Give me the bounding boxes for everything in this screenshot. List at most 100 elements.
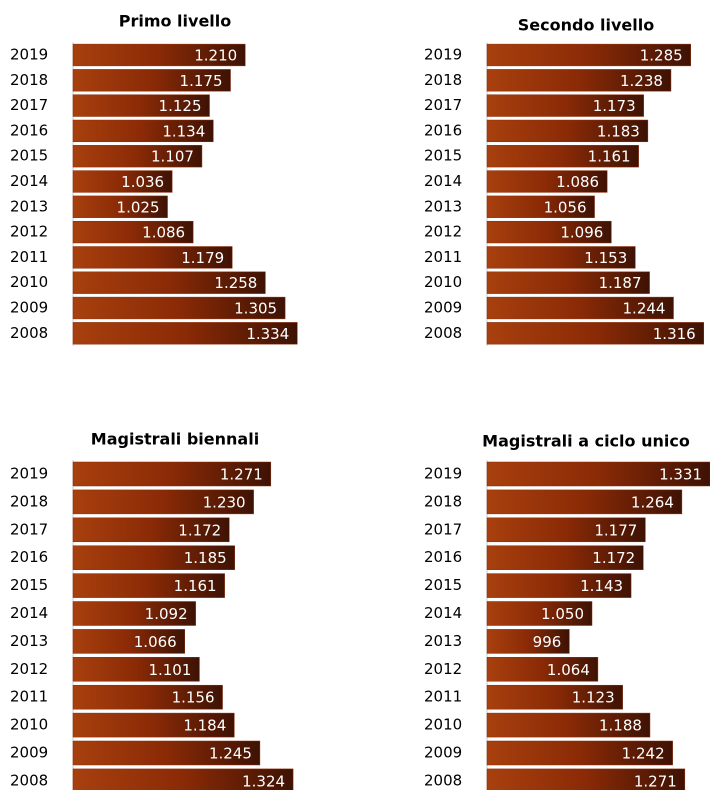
value-label: 1.210 [194,47,237,65]
bar [486,768,686,790]
bar [486,629,570,654]
y-tick-label: 2016 [10,548,48,566]
y-tick-label: 2018 [10,71,48,89]
value-label: 1.107 [151,148,194,166]
y-tick-label: 2009 [10,744,48,762]
bar [486,461,710,487]
y-tick-label: 2017 [424,520,462,538]
bar [486,43,691,67]
value-label: 1.271 [220,466,263,484]
bar [72,601,196,626]
value-label: 1.156 [172,689,215,707]
y-tick-label: 2013 [424,197,462,215]
bar [486,69,672,92]
y-tick-label: 2019 [424,465,462,483]
value-label: 1.096 [560,224,603,242]
y-tick-label: 2013 [424,632,462,650]
value-label: 1.123 [572,689,615,707]
bar [72,489,254,515]
bar [72,296,286,320]
y-tick-label: 2013 [10,632,48,650]
chart-title: Magistrali a ciclo unico [482,432,690,451]
bar [486,296,674,320]
value-label: 1.143 [580,577,623,595]
value-label: 1.175 [180,72,223,90]
value-label: 1.025 [117,198,160,216]
y-tick-label: 2018 [424,492,462,510]
y-tick-label: 2008 [10,324,48,342]
y-tick-label: 2008 [10,771,48,789]
chart-title: Primo livello [119,12,232,31]
value-label: 1.050 [541,605,584,623]
value-label: 1.183 [597,122,640,140]
y-tick-label: 2010 [424,273,462,291]
value-label: 1.153 [584,249,627,267]
bar [72,195,168,218]
value-label: 1.316 [653,325,696,343]
y-tick-label: 2010 [10,716,48,734]
y-tick-label: 2008 [424,771,462,789]
value-label: 1.172 [592,549,635,567]
y-tick-label: 2016 [424,548,462,566]
y-tick-label: 2015 [10,576,48,594]
value-label: 1.334 [246,325,289,343]
value-label: 1.066 [134,633,177,651]
value-label: 1.134 [162,122,205,140]
value-label: 1.177 [594,521,637,539]
chart-title: Secondo livello [518,16,654,35]
value-label: 996 [533,633,562,651]
y-tick-label: 2012 [424,660,462,678]
y-tick-label: 2019 [10,465,48,483]
bar [486,517,646,543]
value-label: 1.161 [174,577,217,595]
bar [72,768,294,790]
value-label: 1.086 [142,224,185,242]
y-tick-label: 2011 [424,248,462,266]
y-tick-label: 2017 [424,96,462,114]
value-label: 1.238 [620,72,663,90]
value-label: 1.188 [599,717,642,735]
bar [72,220,194,244]
bar [486,94,644,117]
y-tick-label: 2017 [10,520,48,538]
value-label: 1.125 [159,97,202,115]
y-tick-label: 2017 [10,96,48,114]
y-tick-label: 2011 [10,688,48,706]
bar [72,145,203,168]
y-tick-label: 2016 [10,121,48,139]
value-label: 1.285 [640,47,683,65]
bar [486,119,649,143]
y-tick-label: 2012 [10,223,48,241]
y-tick-label: 2012 [10,660,48,678]
y-tick-label: 2015 [10,147,48,165]
value-label: 1.173 [593,97,636,115]
y-tick-label: 2011 [424,688,462,706]
bar [486,145,639,168]
bar [486,195,595,218]
bar [486,545,644,570]
bar [486,740,673,766]
y-tick-label: 2014 [10,604,48,622]
chart-title: Magistrali biennali [91,430,259,449]
y-tick-label: 2009 [10,299,48,317]
bar [72,517,230,543]
value-label: 1.179 [181,249,224,267]
bar [486,246,636,269]
bar [72,271,266,294]
y-tick-label: 2014 [10,172,48,190]
y-tick-label: 2016 [424,121,462,139]
bar [72,712,235,738]
bar [486,601,593,626]
y-tick-label: 2009 [424,744,462,762]
y-tick-label: 2014 [424,604,462,622]
y-tick-label: 2018 [424,71,462,89]
value-label: 1.184 [183,717,226,735]
value-label: 1.271 [634,772,677,790]
y-tick-label: 2011 [10,248,48,266]
y-tick-label: 2010 [10,273,48,291]
y-tick-label: 2013 [10,197,48,215]
value-label: 1.264 [631,493,674,511]
bar [72,170,173,193]
bar [72,322,298,345]
